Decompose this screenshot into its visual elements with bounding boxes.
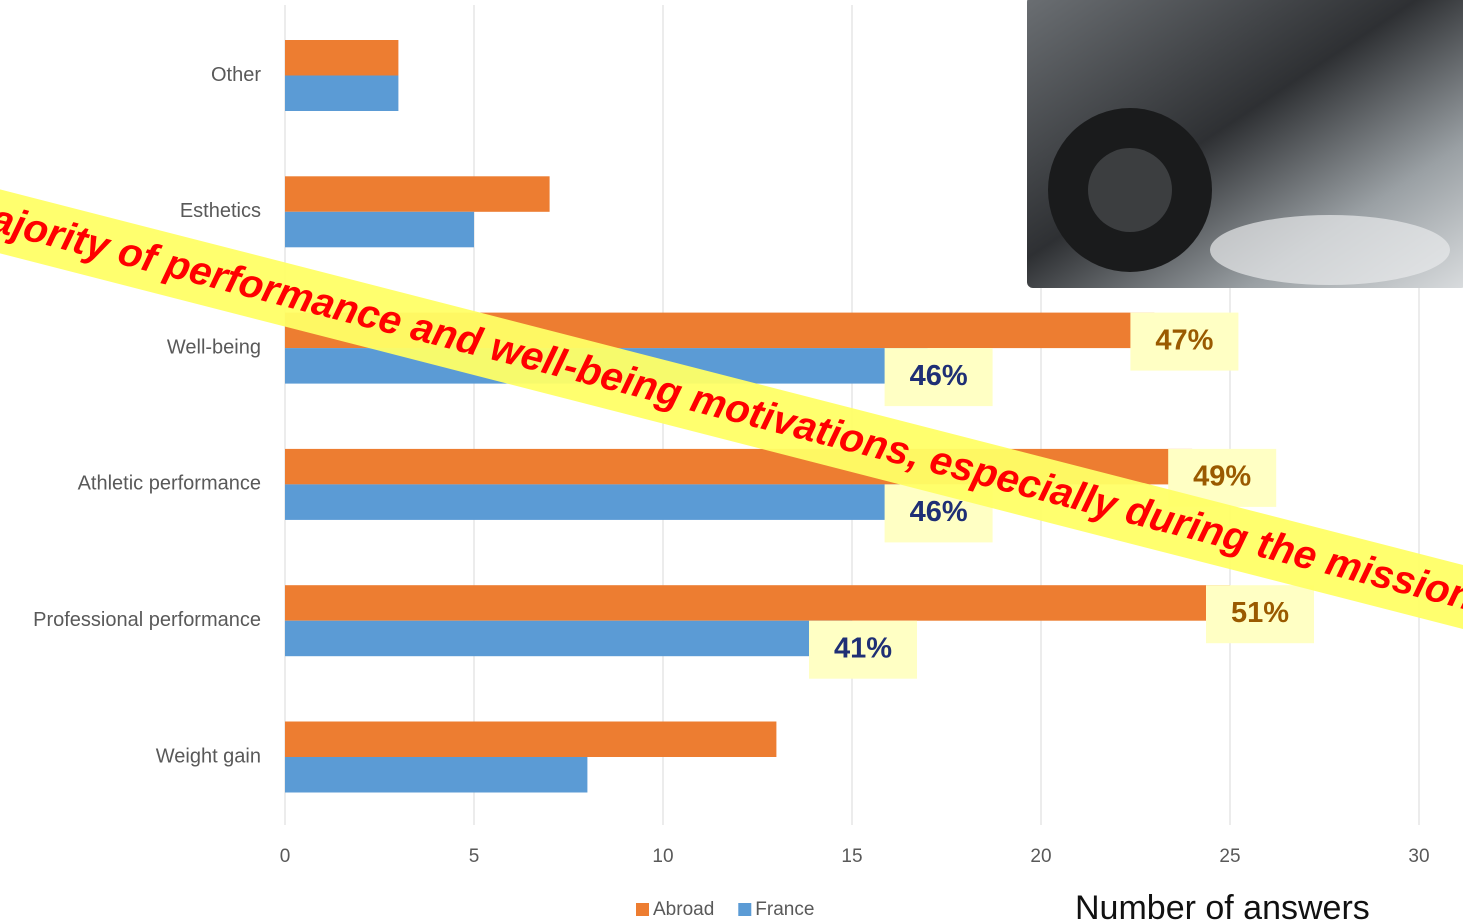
bar (285, 40, 399, 76)
value-label: 41% (834, 632, 892, 664)
value-label-box (1130, 312, 1239, 371)
value-label: 47% (1155, 324, 1213, 356)
photo-smoke (1210, 215, 1450, 285)
x-tick-label: 25 (1219, 846, 1240, 867)
y-tick-label: Other (211, 64, 261, 86)
y-tick-label: Athletic performance (78, 473, 261, 495)
x-tick-label: 15 (841, 846, 862, 867)
x-tick-label: 30 (1408, 846, 1429, 867)
banner-band (0, 155, 1463, 663)
legend-swatch (636, 903, 649, 916)
bar (285, 585, 1230, 621)
value-label: 49% (1193, 461, 1251, 493)
value-label-box (809, 620, 917, 679)
bar (285, 757, 588, 793)
y-tick-label: Professional performance (33, 609, 261, 631)
bar (285, 75, 399, 111)
y-tick-label: Weight gain (156, 745, 261, 767)
legend-label: France (755, 899, 814, 920)
x-tick-label: 10 (652, 846, 673, 867)
value-label-box (884, 348, 993, 407)
x-axis-title: Number of answers (1075, 889, 1370, 924)
bar (285, 620, 852, 657)
x-tick-label: 0 (280, 846, 291, 867)
labels: Other Esthetics Well-being 47% 46% Athletic p… (33, 64, 1314, 767)
y-tick-label: Esthetics (180, 200, 261, 222)
y-tick-label: Well-being (167, 336, 261, 358)
value-label: 46% (910, 496, 968, 528)
legend-swatch (738, 903, 752, 916)
bar (285, 721, 777, 757)
legend-label: Abroad (653, 899, 714, 920)
bar (285, 211, 474, 248)
legend: Abroad France (636, 899, 814, 920)
value-label: 46% (910, 360, 968, 392)
photo (1027, 0, 1463, 288)
bar (285, 484, 928, 520)
bar (285, 176, 550, 212)
value-label: 51% (1231, 597, 1289, 629)
x-tick-label: 20 (1030, 846, 1051, 867)
value-label-box (1206, 585, 1314, 644)
x-tick-label: 5 (469, 846, 480, 867)
photo-hub (1088, 148, 1172, 232)
